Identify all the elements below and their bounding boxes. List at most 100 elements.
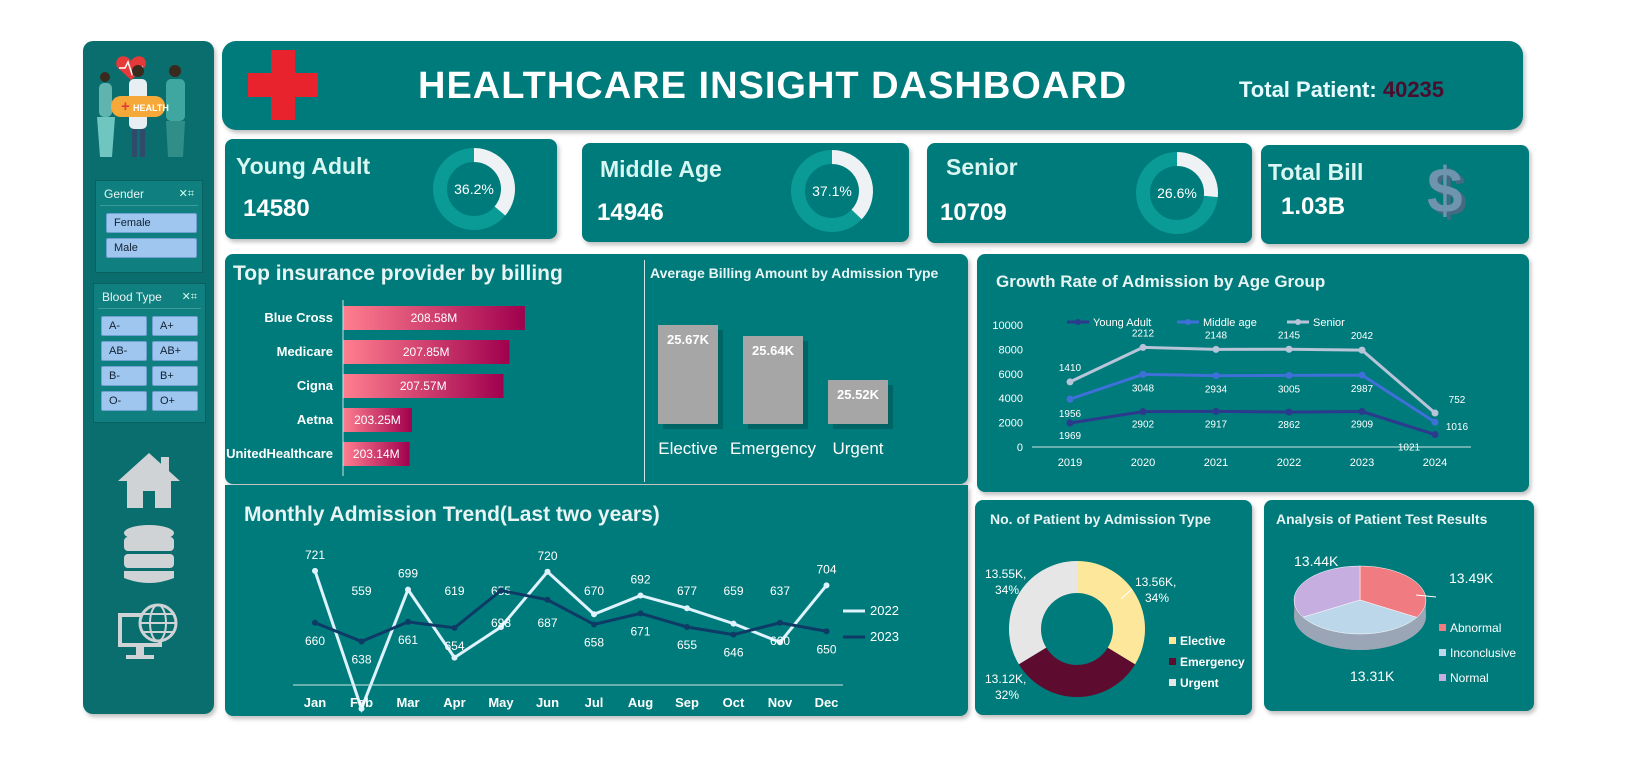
blood-option-a-pos[interactable]: A+	[152, 316, 198, 336]
growth-y-tick: 10000	[992, 320, 1023, 332]
admission-type-slice-label: 13.56K,	[1135, 575, 1176, 589]
monthly-data-label: 699	[398, 567, 418, 581]
sidebar: + HEALTH Gender ✕⌗ Female Male Blood Typ…	[83, 41, 214, 714]
growth-data-label: 2934	[1205, 385, 1228, 396]
growth-point	[1066, 378, 1074, 386]
growth-point	[1358, 346, 1366, 354]
monthly-point	[498, 624, 504, 630]
growth-point	[1431, 409, 1439, 417]
test-results-slice	[1293, 565, 1361, 618]
blood-option-b-pos[interactable]: B+	[152, 366, 198, 386]
kpi-senior-value: 10709	[940, 199, 1007, 226]
monthly-point	[730, 631, 737, 638]
admission-type-slice-label: 13.12K,	[985, 672, 1026, 686]
total-patient-value: 40235	[1382, 77, 1445, 102]
kpi-senior-donut: 26.6%	[1136, 152, 1218, 234]
avg-billing-bar-chart: 25.67K Elective 25.64K Emergency 25.52K Urgen…	[658, 325, 893, 458]
insurance-billing-panel: Top insurance provider by billing Averag…	[225, 254, 968, 484]
kpi-young-adult-donut: 36.2%	[433, 148, 515, 230]
growth-series-line	[1069, 345, 1436, 415]
growth-y-tick: 4000	[999, 393, 1023, 405]
gender-option-female[interactable]: Female	[106, 213, 197, 233]
avg-billing-chart-title: Average Billing Amount by Admission Type	[650, 265, 939, 281]
kpi-middle-age: Middle Age 14946 37.1%	[582, 143, 909, 242]
growth-point	[1285, 345, 1293, 353]
avg-billing-bar	[828, 380, 888, 424]
clear-filter-icon[interactable]: ✕⌗	[178, 188, 194, 200]
monthly-data-label: 638	[351, 652, 371, 666]
avg-billing-category-label: Urgent	[832, 439, 883, 458]
monthly-data-label: 687	[537, 616, 557, 630]
admission-type-legend-marker	[1169, 637, 1176, 644]
monthly-point	[591, 621, 597, 628]
monthly-x-tick: Sep	[675, 695, 699, 710]
growth-point	[1431, 431, 1439, 439]
growth-y-tick: 2000	[999, 418, 1023, 430]
total-patient: Total Patient: 40235	[1239, 77, 1444, 103]
avg-billing-bar-value: 25.52K	[837, 387, 880, 402]
monthly-x-tick: Jul	[585, 695, 604, 710]
test-results-slice-label: 13.44K	[1294, 553, 1339, 569]
growth-data-label: 2145	[1278, 330, 1301, 341]
blood-option-o-neg[interactable]: O-	[101, 391, 147, 411]
blood-option-a-neg[interactable]: A-	[101, 316, 147, 336]
blood-option-ab-neg[interactable]: AB-	[101, 341, 147, 361]
growth-data-label: 2902	[1132, 420, 1155, 431]
growth-point	[1285, 408, 1293, 416]
monthly-data-label: 637	[770, 584, 790, 598]
growth-data-label: 2917	[1205, 419, 1228, 430]
monthly-point	[684, 624, 690, 630]
divider	[644, 260, 645, 482]
blood-option-b-neg[interactable]: B-	[101, 366, 147, 386]
growth-data-label: 2042	[1351, 331, 1374, 342]
monthly-line-chart: 721 559 699 619 655 720 670 692 677 659 637 704 2022…	[293, 548, 899, 713]
avg-billing-bar	[658, 325, 718, 424]
monthly-point	[358, 705, 365, 712]
insurance-bar-value: 207.57M	[400, 379, 447, 393]
admission-type-donut-chart: 13.56K, 34% 13.12K, 32% 13.55K, 34% Elective Em…	[985, 561, 1245, 702]
kpi-young-adult: Young Adult 14580 36.2%	[225, 139, 557, 239]
monthly-point	[358, 638, 365, 645]
admission-type-slice-label: 13.55K,	[985, 567, 1026, 581]
web-monitor-icon[interactable]	[116, 601, 180, 667]
gender-option-male[interactable]: Male	[106, 238, 197, 258]
insurance-chart-title: Top insurance provider by billing	[233, 262, 563, 285]
monthly-data-label: 619	[444, 584, 464, 598]
monthly-data-label: 661	[398, 633, 418, 647]
monthly-x-tick: Jan	[304, 695, 326, 710]
admission-type-slice	[1009, 561, 1078, 665]
admission-type-slice-percent: 34%	[995, 583, 1019, 597]
database-icon[interactable]	[119, 524, 179, 590]
monthly-point	[823, 582, 830, 589]
kpi-total-bill: Total Bill 1.03B $	[1261, 145, 1529, 244]
kpi-senior-title: Senior	[946, 154, 1018, 180]
monthly-x-tick: Aug	[628, 695, 653, 710]
dollar-icon: $	[1427, 154, 1463, 226]
test-results-legend-label: Abnormal	[1450, 621, 1501, 635]
monthly-data-label: 658	[584, 635, 604, 649]
monthly-data-label: 655	[677, 638, 697, 652]
monthly-data-label: 660	[770, 634, 790, 648]
insurance-category-label: Medicare	[277, 344, 333, 359]
monthly-data-label: 721	[305, 548, 325, 562]
test-results-legend-marker	[1439, 649, 1446, 656]
insurance-bar-value: 203.25M	[354, 413, 401, 427]
avg-billing-category-label: Emergency	[730, 439, 816, 458]
monthly-point	[312, 619, 318, 626]
test-results-legend-label: Inconclusive	[1450, 646, 1516, 660]
growth-point	[1431, 418, 1439, 426]
growth-point	[1139, 343, 1147, 351]
donut-share-arc	[1176, 152, 1218, 198]
avg-billing-bar-value: 25.67K	[667, 332, 710, 347]
growth-data-label: 1016	[1446, 422, 1469, 433]
blood-option-ab-pos[interactable]: AB+	[152, 341, 198, 361]
clear-filter-icon[interactable]: ✕⌗	[181, 291, 197, 303]
blood-option-o-pos[interactable]: O+	[152, 391, 198, 411]
growth-point	[1212, 345, 1220, 353]
growth-data-label: 3048	[1132, 383, 1155, 394]
monthly-data-label: 650	[816, 642, 836, 656]
home-icon[interactable]	[114, 451, 184, 511]
monthly-data-label: 671	[630, 624, 650, 638]
growth-point	[1358, 408, 1366, 416]
growth-data-label: 1410	[1059, 363, 1082, 374]
